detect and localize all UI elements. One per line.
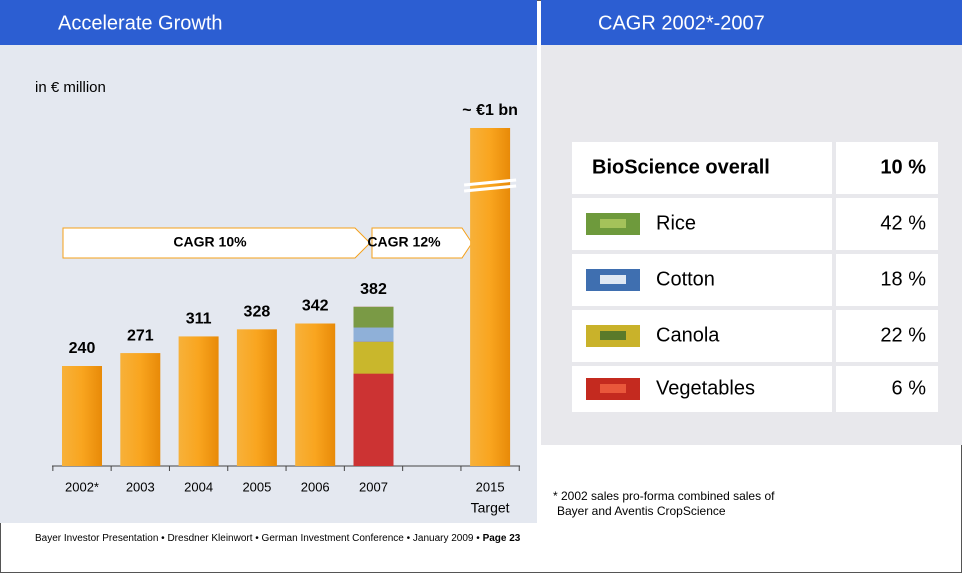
value-label: 240 [69, 340, 96, 357]
row-label: Vegetables [656, 377, 755, 399]
x-tick-label: 2007 [359, 479, 388, 494]
cagr-table: BioScience overall 10 % Rice 42 % Cotton 18 %… [572, 142, 938, 412]
row-icon [600, 384, 626, 393]
bar [237, 329, 277, 466]
footer: Bayer Investor Presentation • Dresdner K… [35, 533, 521, 544]
row-icon [600, 219, 626, 228]
bar-image [354, 328, 394, 342]
row-icon [600, 331, 626, 340]
footnote: Bayer and Aventis CropScience [557, 504, 726, 518]
footnote: * 2002 sales pro-forma combined sales of [553, 489, 775, 503]
value-label: 328 [244, 304, 271, 321]
x-tick-label: 2006 [301, 479, 330, 494]
row-label: BioScience overall [592, 156, 770, 178]
bar [120, 353, 160, 466]
header-title: Accelerate Growth [58, 12, 223, 34]
x-tick-label: 2015 [476, 479, 505, 494]
header-title: CAGR 2002*-2007 [598, 12, 765, 34]
value-label: 342 [302, 298, 329, 315]
bar [62, 366, 102, 466]
row-label: Cotton [656, 268, 715, 290]
row-value: 6 % [892, 377, 927, 399]
page-number: Page 23 [483, 533, 521, 544]
row-value: 22 % [880, 324, 926, 346]
annotation: CAGR 12% [367, 234, 441, 250]
row-icon [600, 275, 626, 284]
value-label: 271 [127, 327, 154, 344]
value-label: 311 [186, 311, 212, 328]
value-label: 382 [360, 281, 387, 298]
bar-image [354, 307, 394, 328]
row-value: 42 % [880, 212, 926, 234]
x-tick-label: 2005 [242, 479, 271, 494]
footer-text: Bayer Investor Presentation • Dresdner K… [35, 533, 480, 544]
bar [470, 128, 510, 466]
bar [295, 324, 335, 467]
slide: Accelerate Growth CAGR 2002*-2007 in € m… [0, 0, 962, 573]
x-tick-label: 2003 [126, 479, 155, 494]
x-tick-label: 2002* [65, 479, 99, 494]
bar [179, 336, 219, 466]
x-tick-label: 2004 [184, 479, 213, 494]
bar-image [354, 342, 394, 374]
row-value: 18 % [880, 268, 926, 290]
x-sublabel: Target [471, 500, 510, 516]
row-label: Rice [656, 212, 696, 234]
row-value: 10 % [880, 156, 926, 178]
unit-label: in € million [35, 79, 106, 96]
annotation: CAGR 10% [173, 234, 247, 250]
row-label: Canola [656, 324, 720, 346]
value-label: ~ €1 bn [462, 102, 518, 119]
